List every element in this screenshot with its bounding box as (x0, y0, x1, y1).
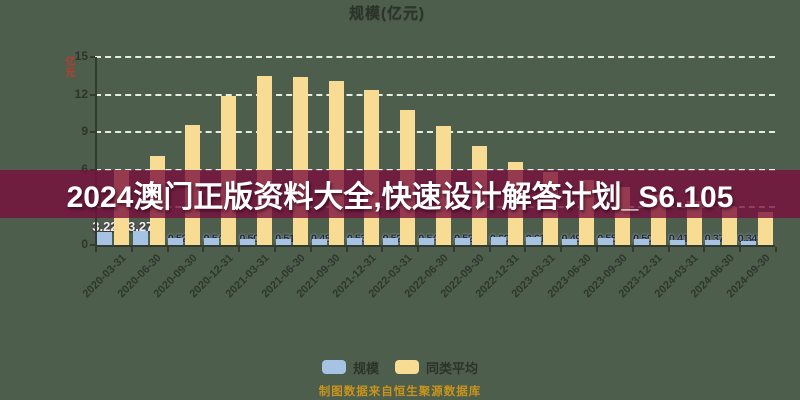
x-axis-tick (238, 247, 241, 252)
bar-scale-2024-09-30 (741, 240, 757, 245)
y-axis-tick (90, 56, 95, 58)
x-axis-tick (596, 247, 599, 252)
y-axis-tick (90, 93, 95, 96)
y-axis-line (95, 57, 97, 247)
gridline-y-12 (95, 93, 775, 96)
x-axis-tick (309, 247, 312, 252)
data-source-note: 制图数据来自恒生聚源数据库 (318, 386, 482, 398)
x-axis-tick (95, 247, 97, 252)
bar-scale-2024-03-31 (669, 239, 685, 245)
gridline-y-6 (95, 168, 775, 171)
bar-scale-2021-03-31 (240, 238, 256, 245)
x-axis-tick (524, 247, 527, 252)
bar-scale-2020-06-30 (132, 231, 148, 245)
x-axis-tick (739, 247, 742, 252)
legend-item-scale[interactable]: 规模 (321, 358, 379, 377)
gridline-y-9 (95, 131, 775, 134)
bar-peer-average-2021-09-30 (328, 80, 344, 245)
y-tick-label-15: 15 (74, 49, 88, 63)
bar-scale-2023-09-30 (597, 238, 613, 245)
x-axis-tick (703, 247, 706, 252)
bar-scale-2023-06-30 (562, 238, 578, 245)
bar-scale-2023-12-31 (633, 238, 649, 245)
y-tick-label-9: 9 (81, 124, 88, 139)
bar-scale-2021-12-31 (347, 238, 363, 245)
gridline-y-15 (95, 56, 775, 58)
bar-scale-2020-03-31 (96, 231, 112, 245)
bar-scale-2020-12-31 (204, 238, 220, 245)
chart-legend: 规模 同类平均 (0, 357, 800, 377)
x-axis-tick (417, 247, 420, 252)
bar-scale-2024-06-30 (705, 240, 721, 245)
legend-item-peer-average[interactable]: 同类平均 (395, 358, 478, 377)
y-axis-unit-label: 亿元 (63, 56, 74, 78)
x-axis-tick (273, 247, 276, 252)
x-axis-tick (381, 247, 384, 252)
y-axis-tick (90, 168, 95, 171)
legend-label: 同类平均 (426, 360, 479, 376)
bar-peer-average-2021-12-31 (364, 89, 380, 245)
y-tick-label-12: 12 (74, 86, 88, 101)
x-axis-tick (488, 247, 491, 252)
bar-peer-average-2021-03-31 (257, 75, 273, 245)
bar-scale-2021-09-30 (311, 238, 327, 245)
bar-value-label: 3.22 (92, 219, 118, 234)
bar-peer-average-2024-09-30 (758, 212, 774, 245)
x-axis-tick (775, 247, 777, 252)
x-axis-tick (130, 247, 133, 252)
x-axis-tick (452, 247, 455, 252)
x-axis-tick (560, 247, 563, 252)
legend-swatch-icon (321, 360, 346, 374)
watermark-banner: 2024澳门正版资料大全,快速设计解答计划_S6.105 (0, 170, 800, 218)
bar-scale-2022-12-31 (490, 237, 506, 245)
bar-scale-2020-09-30 (168, 238, 184, 245)
bar-scale-2022-03-31 (383, 238, 399, 245)
legend-label: 规模 (352, 360, 379, 376)
watermark-banner-text: 2024澳门正版资料大全,快速设计解答计划_S6.105 (66, 181, 734, 214)
bar-scale-2023-03-31 (526, 237, 542, 245)
x-axis-tick (631, 247, 634, 252)
x-axis-tick (166, 247, 169, 252)
bar-scale-2022-06-30 (419, 238, 434, 245)
y-tick-label-0: 0 (81, 237, 88, 251)
chart-title: 规模(亿元) (349, 5, 425, 22)
y-axis-tick (90, 244, 95, 246)
y-axis-tick (90, 131, 95, 134)
x-axis-tick (345, 247, 348, 252)
x-axis-line (95, 245, 775, 247)
bar-scale-2021-06-30 (275, 238, 291, 245)
y-tick-label-6: 6 (81, 161, 88, 176)
legend-swatch-icon (395, 360, 419, 374)
bar-peer-average-2021-06-30 (292, 77, 308, 245)
bar-value-label: 3.27 (128, 219, 154, 234)
bar-scale-2022-09-30 (454, 238, 470, 245)
x-axis-tick (202, 247, 205, 252)
x-axis-tick (667, 247, 670, 252)
